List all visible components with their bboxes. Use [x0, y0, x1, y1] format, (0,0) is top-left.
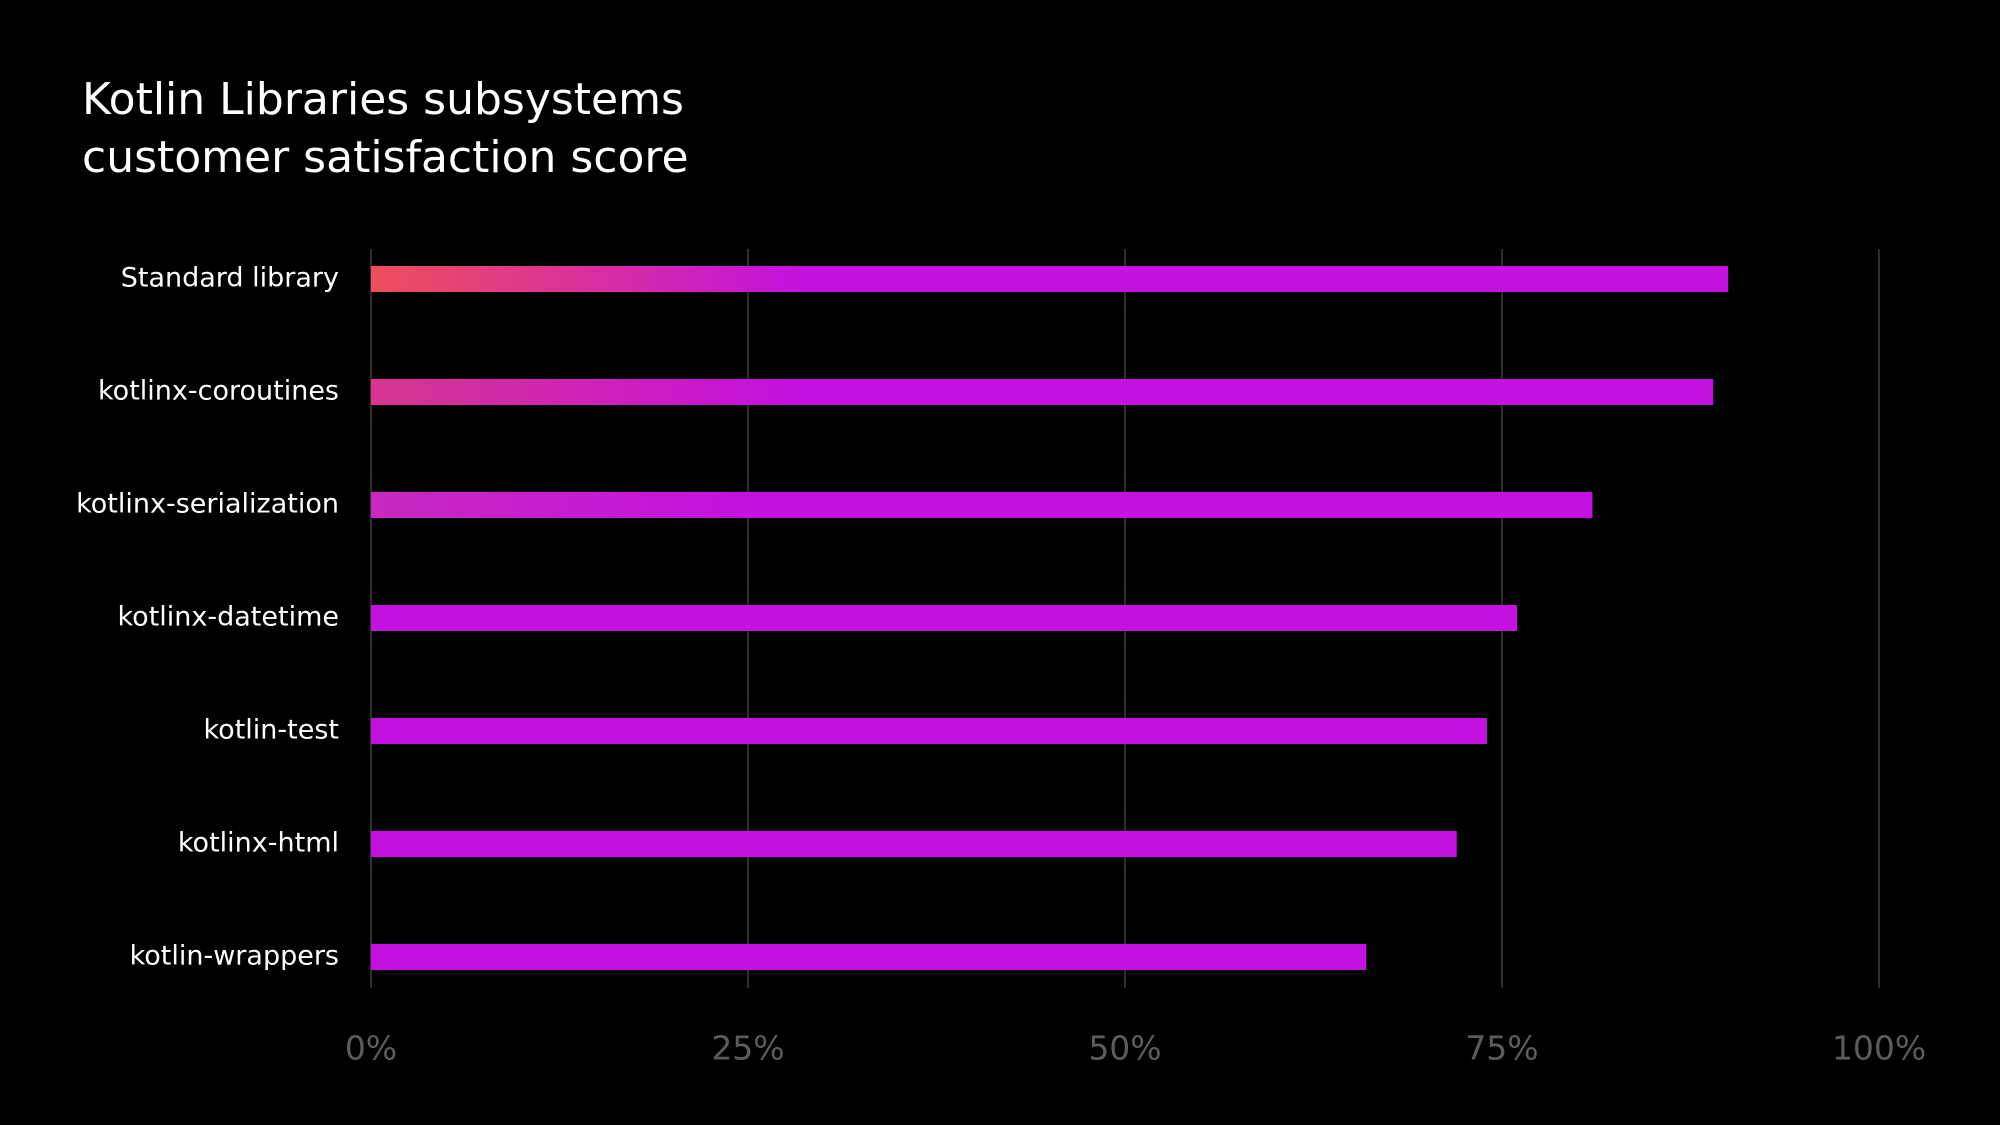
bar	[371, 831, 1457, 857]
x-tick-label: 25%	[711, 1029, 784, 1068]
bar	[371, 266, 1729, 292]
category-label: kotlin-test	[204, 715, 340, 746]
x-tick-label: 0%	[345, 1029, 397, 1068]
category-label: Standard library	[121, 263, 339, 294]
bar	[371, 379, 1714, 405]
chart-title: customer satisfaction score	[82, 132, 689, 183]
category-label: kotlinx-serialization	[76, 489, 339, 520]
category-label: kotlinx-datetime	[118, 602, 340, 633]
category-label: kotlin-wrappers	[130, 941, 339, 972]
bar	[371, 605, 1518, 631]
x-tick-label: 100%	[1832, 1029, 1926, 1068]
x-tick-label: 50%	[1088, 1029, 1161, 1068]
x-tick-label: 75%	[1465, 1029, 1538, 1068]
bar	[371, 492, 1593, 518]
bar	[371, 944, 1367, 970]
category-label: kotlinx-html	[178, 828, 339, 859]
chart-title: Kotlin Libraries subsystems	[82, 74, 684, 125]
bar	[371, 718, 1487, 744]
category-label: kotlinx-coroutines	[98, 376, 339, 407]
